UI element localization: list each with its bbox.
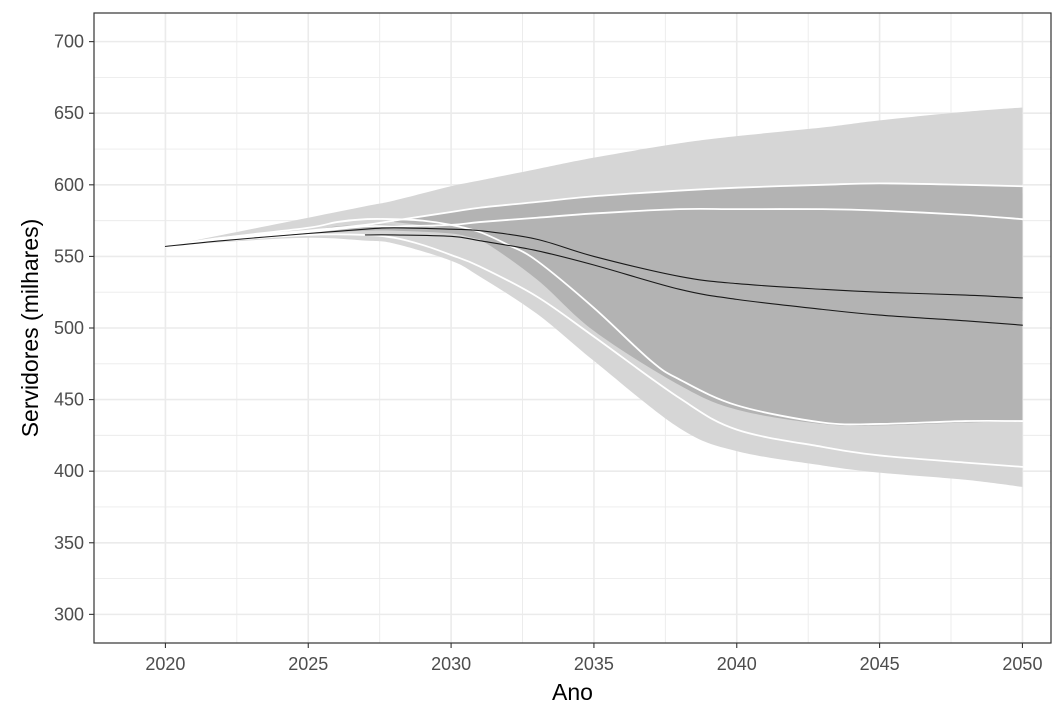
x-tick-label: 2030 bbox=[431, 654, 471, 674]
x-tick-label: 2040 bbox=[717, 654, 757, 674]
y-tick-label: 400 bbox=[54, 461, 84, 481]
band-3 bbox=[393, 183, 1023, 426]
y-tick-label: 600 bbox=[54, 175, 84, 195]
y-tick-label: 700 bbox=[54, 32, 84, 52]
band-line-1 bbox=[164, 182, 1024, 248]
y-tick-label: 550 bbox=[54, 246, 84, 266]
central-line-6 bbox=[364, 234, 1023, 326]
uncertainty-bands bbox=[165, 107, 1023, 487]
band-line-3 bbox=[164, 218, 1024, 426]
y-axis: 300 350 400 450 500 550 600 650 700 bbox=[54, 32, 94, 624]
y-tick-label: 500 bbox=[54, 318, 84, 338]
y-axis-title: Servidores (milhares) bbox=[17, 219, 43, 438]
y-tick-label: 300 bbox=[54, 604, 84, 624]
series-lines bbox=[164, 182, 1024, 468]
x-tick-label: 2020 bbox=[145, 654, 185, 674]
band-line-2 bbox=[164, 207, 1024, 248]
x-tick-label: 2045 bbox=[860, 654, 900, 674]
band-line-4 bbox=[164, 233, 1024, 468]
x-tick-label: 2050 bbox=[1002, 654, 1042, 674]
x-tick-label: 2035 bbox=[574, 654, 614, 674]
y-tick-label: 650 bbox=[54, 103, 84, 123]
y-tick-label: 350 bbox=[54, 533, 84, 553]
central-line-5 bbox=[164, 227, 1023, 299]
y-tick-label: 450 bbox=[54, 390, 84, 410]
x-tick-label: 2025 bbox=[288, 654, 328, 674]
x-axis-title: Ano bbox=[552, 679, 593, 705]
x-axis: 2020 2025 2030 2035 2040 2045 2050 bbox=[145, 643, 1042, 674]
